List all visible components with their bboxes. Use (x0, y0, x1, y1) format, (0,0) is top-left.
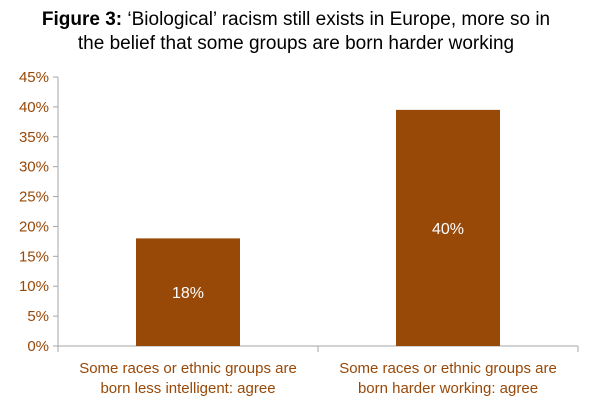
bar-data-label: 18% (172, 285, 204, 302)
bar (136, 238, 240, 346)
bars (136, 109, 500, 346)
category-label: born harder working: agree (358, 380, 538, 397)
y-tick-label: 45% (19, 69, 49, 86)
category-label: Some races or ethnic groups are (79, 360, 297, 377)
y-tick-label: 5% (27, 308, 49, 325)
labels: 18% Some races or ethnic groups are born l… (79, 221, 557, 397)
chart-title: Figure 3: ‘Biological’ racism still exis… (0, 8, 592, 56)
y-tick-label: 20% (19, 218, 49, 235)
axes: 0% 5% 10% 15% 20% 25% 30% 35% 40% 45% (19, 69, 579, 355)
category-label: Some races or ethnic groups are (339, 360, 557, 377)
bar (396, 109, 500, 346)
y-tick-label: 15% (19, 248, 49, 265)
y-tick-label: 25% (19, 189, 49, 206)
bar-data-label: 40% (432, 221, 464, 238)
category-label: born less intelligent: agree (100, 380, 275, 397)
y-tick-label: 10% (19, 278, 49, 295)
y-tick-label: 0% (27, 338, 49, 355)
chart-title-line-1: Figure 3: ‘Biological’ racism still exis… (0, 8, 592, 32)
y-tick-label: 40% (19, 99, 49, 116)
figure-label: Figure 3: (41, 9, 123, 30)
title-text-line-2: the belief that some groups are born har… (77, 33, 515, 54)
title-text-line-1: ‘Biological’ racism still exists in Euro… (127, 9, 551, 30)
y-tick-label: 30% (19, 159, 49, 176)
y-tick-label: 35% (19, 129, 49, 146)
